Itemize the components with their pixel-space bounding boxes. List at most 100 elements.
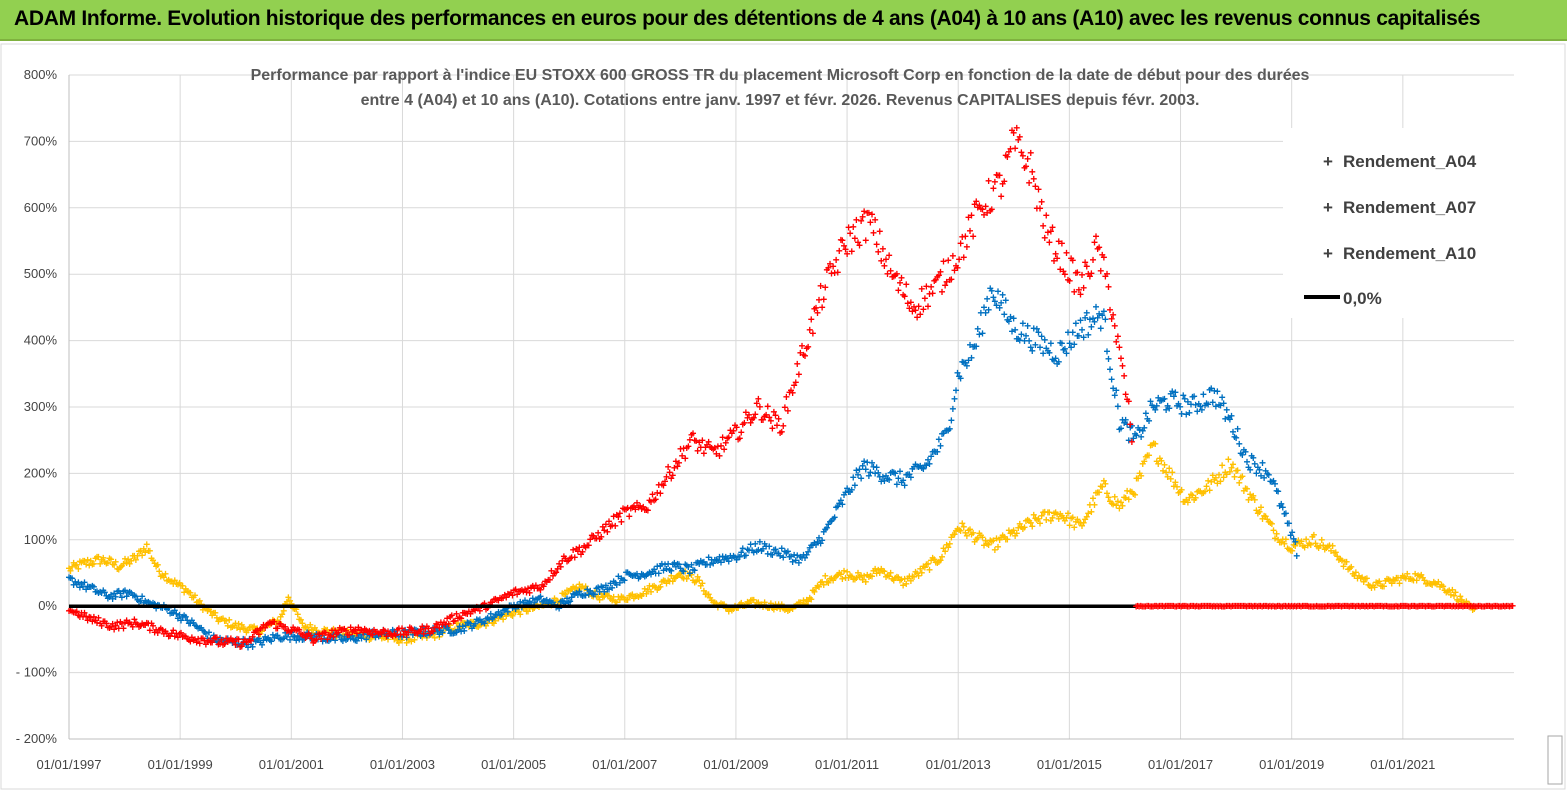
- data-point: +: [831, 266, 838, 280]
- data-point: +: [1164, 470, 1171, 484]
- data-point: +: [1399, 569, 1406, 583]
- data-point: +: [497, 608, 504, 622]
- data-point: +: [1135, 421, 1142, 435]
- data-point: +: [629, 569, 636, 583]
- data-point: +: [868, 569, 875, 583]
- data-point: +: [1047, 336, 1054, 350]
- data-point: +: [851, 232, 858, 246]
- data-point: +: [1444, 585, 1451, 599]
- data-point: +: [206, 602, 213, 616]
- data-point: +: [129, 588, 136, 602]
- data-point: +: [710, 595, 717, 609]
- data-point: +: [1032, 179, 1039, 193]
- data-point: +: [1159, 464, 1166, 478]
- data-point: +: [448, 608, 455, 622]
- data-point: +: [1426, 577, 1433, 591]
- data-point: +: [305, 624, 312, 638]
- data-point: +: [688, 428, 695, 442]
- data-point: +: [965, 354, 972, 368]
- data-point: +: [898, 572, 905, 586]
- data-point: +: [1169, 466, 1176, 480]
- data-point: +: [948, 414, 955, 428]
- data-point: +: [660, 479, 667, 493]
- data-point: +: [453, 607, 460, 621]
- data-point: +: [962, 526, 969, 540]
- data-point: +: [151, 597, 158, 611]
- data-point: +: [464, 616, 471, 630]
- data-point: +: [970, 230, 977, 244]
- data-point: +: [959, 517, 966, 531]
- data-point: +: [690, 574, 697, 588]
- data-point: +: [1111, 490, 1118, 504]
- data-point: +: [1119, 413, 1126, 427]
- data-point: +: [967, 224, 974, 238]
- data-point: +: [1139, 599, 1146, 613]
- data-point: +: [1240, 484, 1247, 498]
- data-point: +: [965, 524, 972, 538]
- data-point: +: [651, 563, 658, 577]
- data-point: +: [1200, 486, 1207, 500]
- data-point: +: [339, 629, 346, 643]
- data-point: +: [1111, 388, 1118, 402]
- data-point: +: [342, 626, 349, 640]
- data-point: +: [935, 555, 942, 569]
- data-point: +: [761, 537, 768, 551]
- data-point: +: [1407, 572, 1414, 586]
- data-point: +: [896, 465, 903, 479]
- x-tick-label: 01/01/2013: [926, 757, 991, 772]
- data-point: +: [181, 629, 188, 643]
- data-point: +: [988, 534, 995, 548]
- data-point: +: [467, 615, 474, 629]
- data-point: +: [1352, 566, 1359, 580]
- data-point: +: [1233, 431, 1240, 445]
- legend-marker-a07: +: [1323, 198, 1333, 217]
- data-point: +: [649, 564, 656, 578]
- data-point: +: [590, 588, 597, 602]
- data-point: +: [749, 413, 756, 427]
- data-point: +: [854, 236, 861, 250]
- data-point: +: [122, 616, 129, 630]
- data-point: +: [92, 613, 99, 627]
- data-point: +: [802, 597, 809, 611]
- data-point: +: [1027, 340, 1034, 354]
- data-point: +: [182, 629, 189, 643]
- data-point: +: [469, 604, 476, 618]
- data-point: +: [1348, 560, 1355, 574]
- data-point: +: [540, 579, 547, 593]
- data-point: +: [375, 626, 382, 640]
- data-point: +: [784, 604, 791, 618]
- data-point: +: [321, 631, 328, 645]
- legend: + Rendement_A04 + Rendement_A07 + Rendem…: [1283, 128, 1515, 318]
- data-point: +: [570, 580, 577, 594]
- data-point: +: [850, 220, 857, 234]
- data-point: +: [517, 584, 524, 598]
- data-point: +: [545, 597, 552, 611]
- data-point: +: [500, 604, 507, 618]
- data-point: +: [1004, 313, 1011, 327]
- data-point: +: [878, 562, 885, 576]
- data-point: +: [1388, 577, 1395, 591]
- data-point: +: [89, 557, 96, 571]
- data-point: +: [971, 340, 978, 354]
- data-point: +: [274, 613, 281, 627]
- data-point: +: [610, 590, 617, 604]
- data-point: +: [375, 628, 382, 642]
- data-point: +: [693, 434, 700, 448]
- data-point: +: [187, 617, 194, 631]
- data-point: +: [112, 555, 119, 569]
- data-point: +: [1096, 307, 1103, 321]
- data-point: +: [632, 502, 639, 516]
- data-point: +: [1310, 528, 1317, 542]
- data-point: +: [529, 592, 536, 606]
- data-point: +: [733, 420, 740, 434]
- data-point: +: [1057, 336, 1064, 350]
- data-point: +: [674, 557, 681, 571]
- data-point: +: [153, 602, 160, 616]
- data-point: +: [143, 537, 150, 551]
- data-point: +: [1340, 559, 1347, 573]
- scroll-handle[interactable]: [1547, 735, 1563, 785]
- data-point: +: [210, 606, 217, 620]
- data-point: +: [1012, 529, 1019, 543]
- data-point: +: [1461, 598, 1468, 612]
- data-point: +: [616, 593, 623, 607]
